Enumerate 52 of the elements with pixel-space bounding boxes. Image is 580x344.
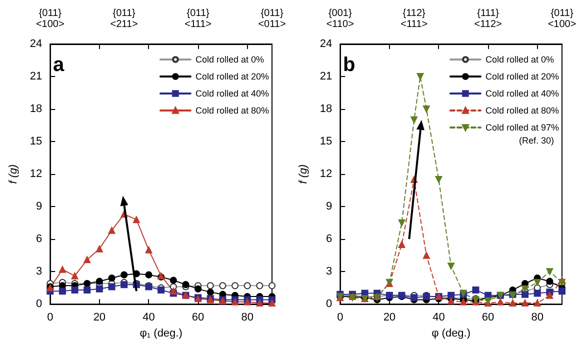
x-tick-label: 20 <box>93 312 106 324</box>
text: {112} <111> <box>400 8 428 30</box>
legend-label: Cold rolled at 40% <box>195 88 270 98</box>
y-tick-label: 9 <box>36 200 42 213</box>
x-tick-label: 40 <box>142 312 155 324</box>
x-axis-title: φ₁ (deg.) <box>140 328 182 340</box>
x-axis-title: φ (deg.) <box>432 328 471 340</box>
legend-label: Cold rolled at 20% <box>485 72 560 82</box>
text: {011} <211> <box>110 8 138 30</box>
x-tick-label: 60 <box>192 312 204 324</box>
x-tick-label: 80 <box>241 312 254 324</box>
x-tick-label: 40 <box>432 312 445 324</box>
y-axis-title: f (g) <box>298 164 310 184</box>
text: {111} <112> <box>474 8 502 30</box>
y-tick-label: 9 <box>326 200 332 213</box>
text: {011} <100> <box>548 8 576 30</box>
y-tick-label: 18 <box>320 103 332 116</box>
y-axis-title: f (g) <box>8 164 20 184</box>
legend-label: Cold rolled at 97% <box>485 122 560 132</box>
text: {001} <110> <box>326 8 354 30</box>
y-tick-label: 12 <box>30 168 42 180</box>
legend-label: Cold rolled at 80% <box>195 106 270 116</box>
text: b <box>343 54 356 76</box>
legend-label: Cold rolled at 0% <box>485 54 554 64</box>
legend-label: Cold rolled at 80% <box>485 106 560 116</box>
x-tick-label: 0 <box>47 312 54 324</box>
y-tick-label: 18 <box>30 103 42 116</box>
y-tick-label: 15 <box>320 136 332 148</box>
x-tick-label: 20 <box>383 312 396 324</box>
y-tick-label: 24 <box>30 38 42 50</box>
text: {011} <100> <box>36 8 64 30</box>
y-tick-label: 0 <box>326 298 332 310</box>
y-tick-label: 12 <box>320 168 332 180</box>
legend-label: Cold rolled at 40% <box>485 88 560 98</box>
y-tick-label: 3 <box>36 266 42 278</box>
y-tick-label: 3 <box>326 266 332 278</box>
legend-label: Cold rolled at 20% <box>195 72 270 82</box>
x-tick-label: 60 <box>482 312 494 324</box>
text: {011} <011> <box>258 8 286 30</box>
y-tick-label: 6 <box>326 233 332 246</box>
y-tick-label: 21 <box>320 70 332 83</box>
legend-label: Cold rolled at 0% <box>195 54 264 64</box>
y-tick-label: 15 <box>30 136 42 148</box>
y-tick-label: 0 <box>36 298 42 310</box>
text: {011} <111> <box>184 8 212 30</box>
text: a <box>53 54 65 76</box>
y-tick-label: 6 <box>36 233 42 246</box>
y-tick-label: 21 <box>30 70 42 83</box>
annotation: (Ref. 30) <box>518 136 554 146</box>
x-tick-label: 0 <box>337 312 344 324</box>
y-tick-label: 24 <box>320 38 332 50</box>
x-tick-label: 80 <box>531 312 544 324</box>
